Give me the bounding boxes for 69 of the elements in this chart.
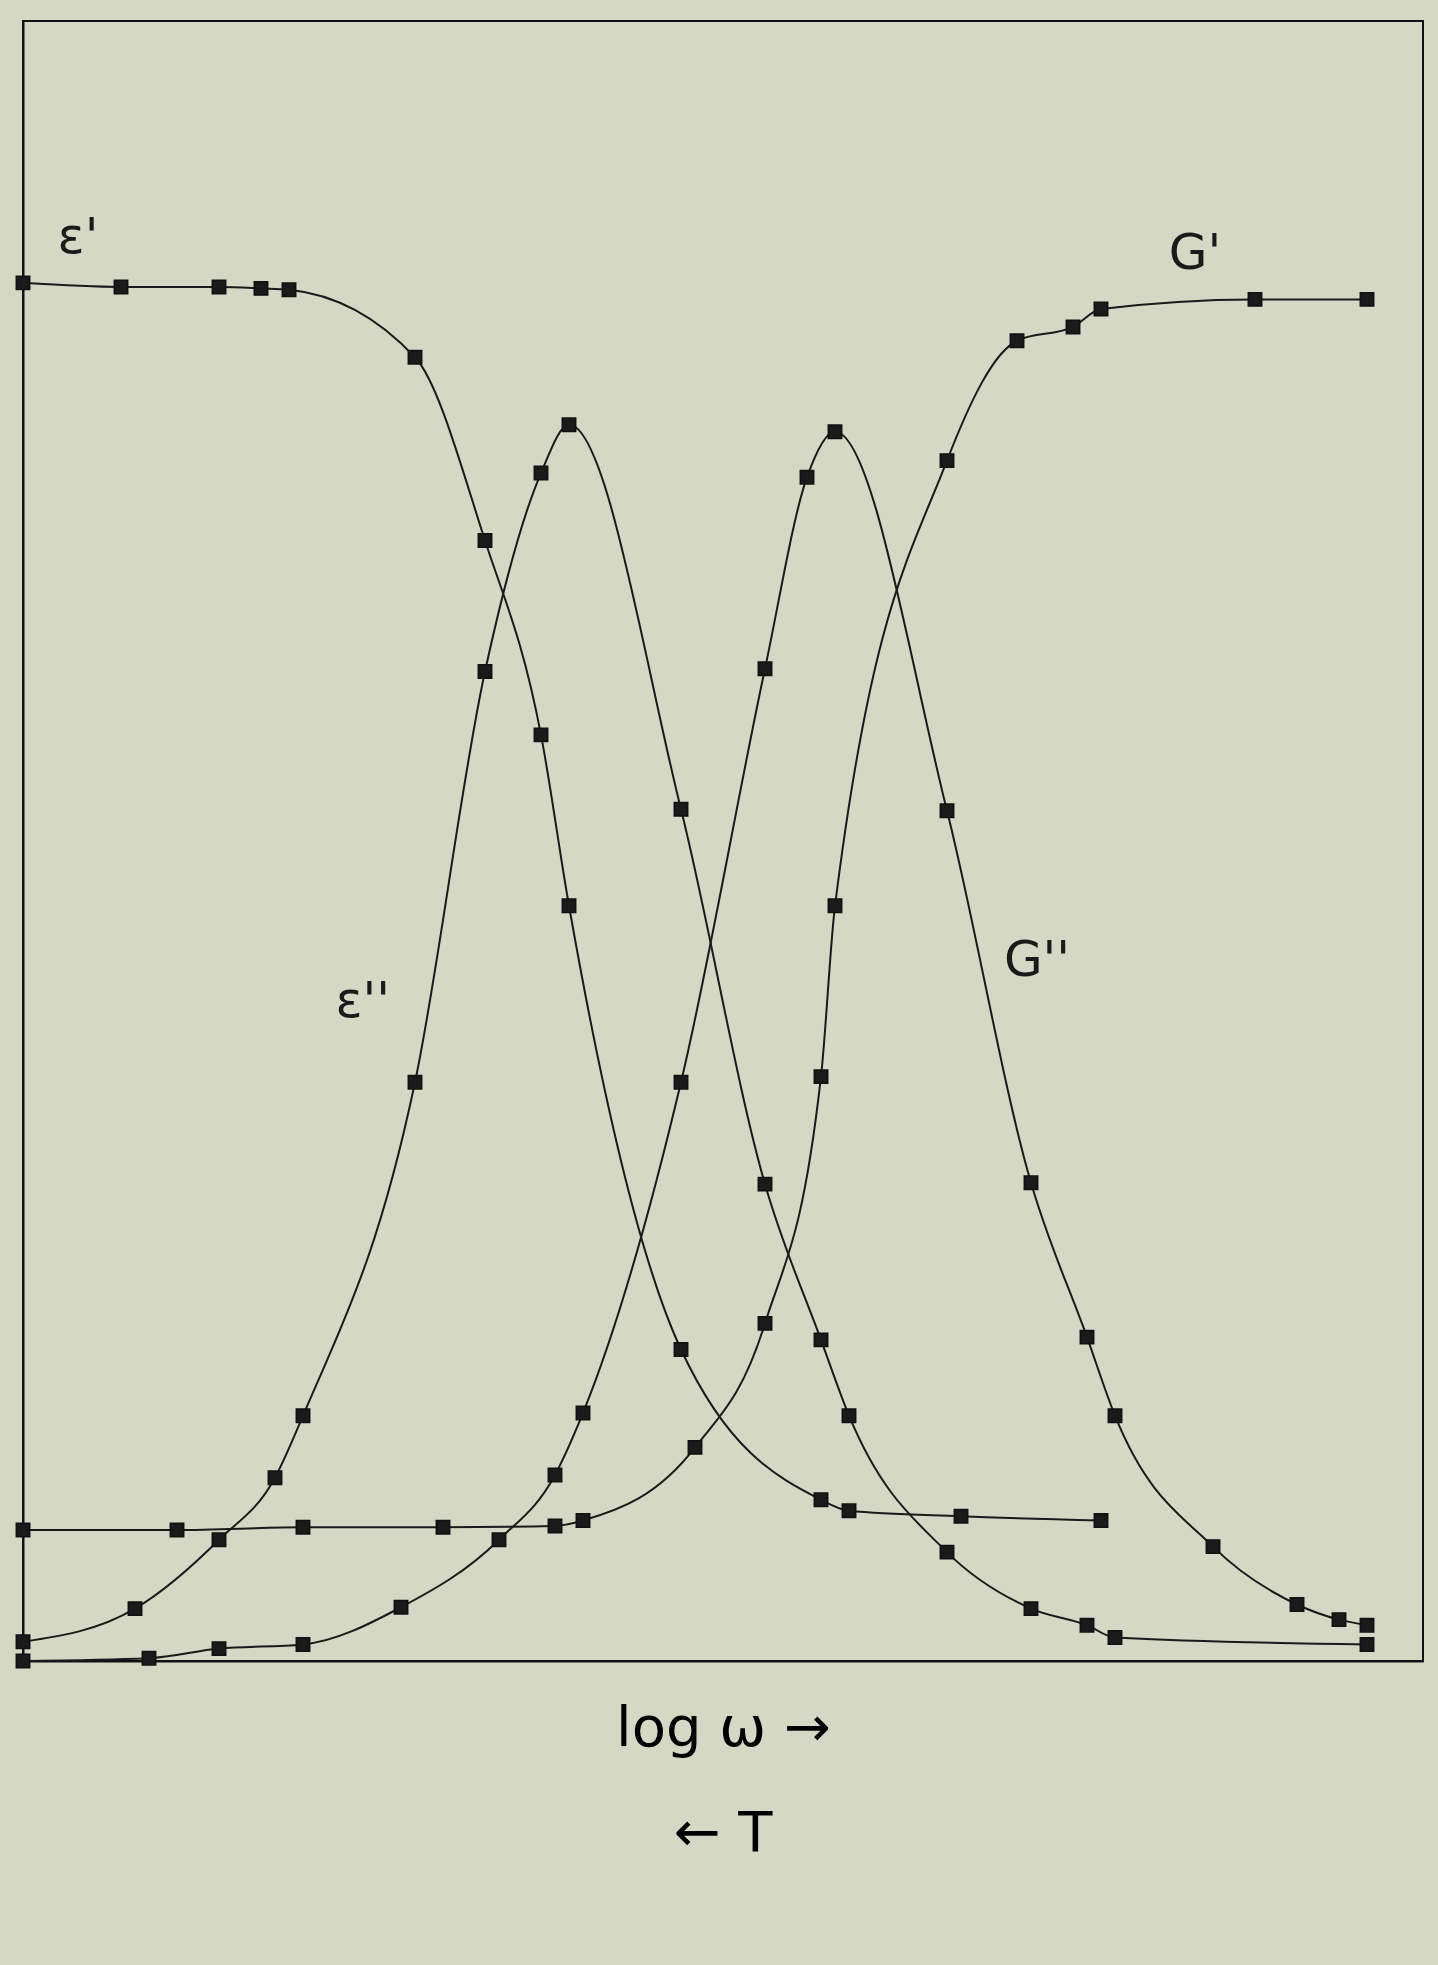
point — [407, 1074, 423, 1090]
point — [561, 898, 577, 914]
point — [1065, 319, 1081, 335]
point — [407, 349, 423, 365]
point — [673, 801, 689, 817]
point — [533, 727, 549, 743]
point — [281, 282, 297, 298]
point — [1359, 1637, 1375, 1652]
point — [1079, 1329, 1095, 1345]
point — [1359, 291, 1375, 307]
point — [491, 1532, 507, 1548]
point — [841, 1408, 857, 1424]
point — [477, 533, 493, 549]
point — [939, 1544, 955, 1560]
point — [841, 1503, 857, 1519]
point — [757, 1315, 773, 1331]
point — [15, 1522, 31, 1538]
series-label: G'' — [1003, 929, 1071, 988]
point — [547, 1518, 563, 1534]
point — [1023, 1601, 1039, 1617]
point — [757, 661, 773, 677]
point — [1289, 1597, 1305, 1612]
point — [141, 1650, 157, 1666]
series-label: G' — [1168, 223, 1222, 282]
point — [939, 803, 955, 819]
x-axis-title: log ω → — [616, 1693, 831, 1759]
point — [673, 1074, 689, 1090]
point — [1093, 1512, 1109, 1528]
point — [15, 275, 31, 291]
point — [1205, 1539, 1221, 1555]
series-label: ε'' — [335, 971, 390, 1030]
text: ← T — [673, 1799, 774, 1864]
point — [267, 1470, 283, 1486]
point — [799, 469, 815, 485]
point — [211, 1641, 227, 1657]
point — [1331, 1612, 1347, 1628]
point — [813, 1492, 829, 1508]
point — [1107, 1630, 1123, 1646]
point — [1359, 1617, 1375, 1633]
point — [15, 1634, 31, 1650]
point — [1107, 1408, 1123, 1424]
point — [561, 417, 577, 433]
point — [1247, 291, 1263, 307]
point — [127, 1601, 143, 1617]
point — [1079, 1617, 1095, 1633]
point — [253, 280, 269, 296]
point — [575, 1512, 591, 1528]
point — [757, 1176, 773, 1192]
point — [295, 1519, 311, 1535]
point — [813, 1332, 829, 1348]
point — [211, 1532, 227, 1548]
point — [435, 1519, 451, 1535]
point — [547, 1467, 563, 1483]
point — [169, 1522, 185, 1538]
point — [295, 1408, 311, 1424]
point — [813, 1069, 829, 1085]
point — [477, 664, 493, 679]
point — [295, 1637, 311, 1652]
point — [1009, 333, 1025, 349]
series-label: ε' — [57, 206, 99, 265]
point — [673, 1342, 689, 1357]
point — [687, 1439, 703, 1455]
point — [393, 1599, 409, 1615]
point — [939, 453, 955, 469]
point — [953, 1508, 969, 1524]
point — [827, 898, 843, 914]
point — [575, 1405, 591, 1421]
point — [1023, 1175, 1039, 1191]
point — [827, 424, 843, 440]
